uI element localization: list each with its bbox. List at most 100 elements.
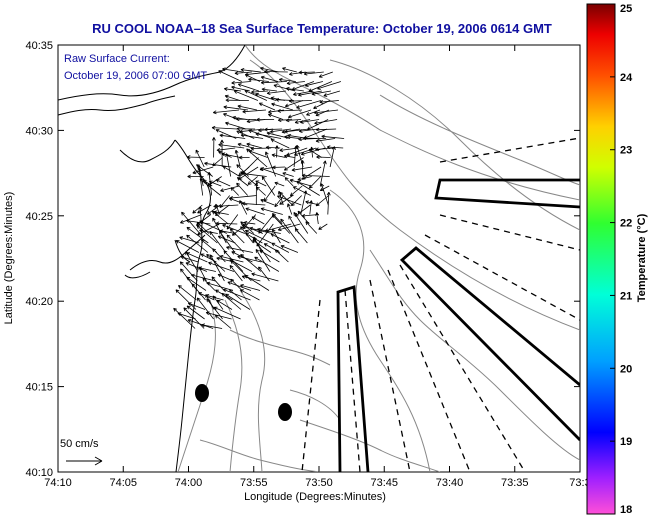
current-vector: [279, 195, 293, 205]
current-vector: [278, 77, 296, 82]
colorbar-tick-label: 22: [620, 218, 632, 230]
current-vector: [236, 177, 249, 187]
current-vector: [218, 142, 245, 149]
current-vector: [323, 90, 341, 97]
current-vector: [225, 121, 247, 130]
current-vector: [301, 173, 330, 178]
current-vector: [308, 148, 322, 158]
current-vector: [255, 180, 267, 187]
current-vector: [326, 191, 331, 215]
current-vector: [292, 186, 311, 196]
current-vector: [237, 104, 258, 111]
current-vector: [187, 319, 214, 329]
current-vector: [199, 178, 221, 196]
current-vector: [255, 249, 271, 272]
current-vector: [246, 142, 263, 149]
current-vector: [329, 146, 336, 168]
current-vector: [234, 149, 241, 168]
current-vector: [254, 182, 259, 206]
current-vector: [185, 251, 199, 272]
current-vector: [271, 102, 294, 111]
current-vector: [277, 108, 303, 113]
map-content: [58, 45, 580, 472]
current-vector: [288, 99, 312, 103]
current-vector: [195, 149, 205, 168]
current-vector: [234, 71, 252, 76]
y-tick-label: 40:20: [25, 296, 53, 308]
current-vector: [258, 102, 276, 111]
current-vector: [241, 201, 266, 206]
current-vector: [254, 256, 280, 272]
current-vector: [251, 216, 265, 225]
current-vector: [318, 223, 328, 230]
transect-boxes: [336, 178, 580, 472]
y-tick-label: 40:25: [25, 211, 53, 223]
current-vector: [251, 90, 268, 94]
current-vector: [222, 165, 240, 177]
current-vector: [260, 75, 279, 82]
current-vector: [229, 265, 243, 282]
current-vector: [257, 227, 281, 234]
current-vector: [259, 249, 280, 263]
current-vector: [261, 87, 277, 92]
current-vector: [202, 277, 216, 291]
current-vector: [251, 272, 279, 282]
current-vector: [236, 182, 248, 196]
current-vector: [289, 178, 312, 187]
current-vector: [237, 142, 254, 149]
current-vector: [192, 204, 203, 214]
current-vector: [271, 214, 291, 234]
current-vector: [240, 254, 262, 272]
current-vector: [286, 81, 305, 86]
current-vector: [265, 151, 277, 177]
current-vector: [314, 119, 338, 125]
current-vector: [284, 135, 300, 140]
current-vector: [223, 288, 251, 301]
current-vector: [231, 80, 251, 85]
current-vector: [296, 181, 320, 196]
current-vector: [241, 224, 263, 234]
current-vector: [264, 69, 288, 74]
current-vector: [201, 323, 223, 329]
current-vector: [208, 261, 235, 272]
current-vector: [219, 133, 246, 139]
current-vector: [298, 128, 319, 133]
current-vector: [297, 90, 322, 97]
current-vector: [247, 176, 258, 185]
current-vector: [211, 210, 229, 225]
current-vector: [263, 243, 281, 253]
current-vector: [209, 231, 227, 253]
current-vector: [246, 148, 268, 168]
current-vector: [179, 261, 198, 282]
current-vector: [249, 226, 272, 234]
current-vector: [287, 109, 312, 119]
x-tick-label: 73:40: [436, 477, 464, 489]
current-vector: [181, 211, 201, 234]
current-vector: [219, 230, 236, 253]
current-vector: [215, 221, 238, 226]
current-vector: [179, 236, 200, 244]
current-vector: [302, 136, 327, 141]
current-vector: [282, 67, 297, 73]
current-vector: [270, 233, 290, 244]
current-vector: [223, 105, 249, 111]
current-vector: [187, 302, 206, 310]
current-vector: [191, 283, 206, 301]
x-tick-label: 74:10: [44, 477, 72, 489]
current-vector: [210, 254, 225, 282]
current-vector: [196, 297, 214, 320]
x-tick-label: 74:00: [175, 477, 203, 489]
current-vector: [297, 176, 312, 182]
colorbar-ticks: 25 24 23 22 21 20 19 18: [610, 3, 633, 516]
current-vector: [233, 90, 259, 101]
current-vector: [271, 242, 290, 253]
current-vector: [244, 229, 272, 244]
current-vector: [295, 144, 304, 168]
current-vector: [279, 191, 293, 206]
current-vector: [218, 70, 242, 82]
current-vector: [273, 84, 296, 92]
colorbar-tick-label: 18: [620, 504, 632, 516]
current-vector: [287, 203, 293, 215]
current-vector: [180, 214, 202, 224]
current-vector: [260, 66, 279, 73]
